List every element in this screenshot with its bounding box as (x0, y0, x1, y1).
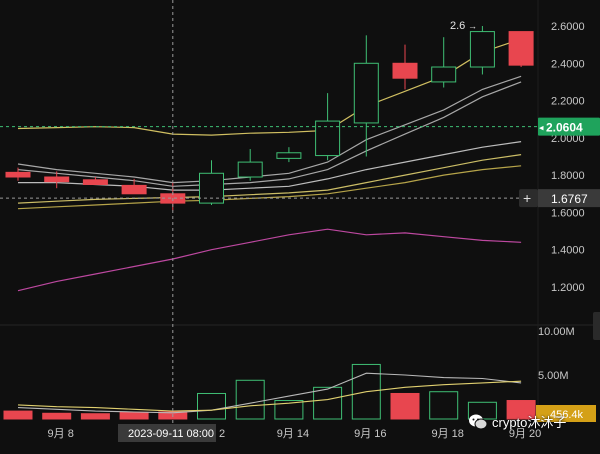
cursor-time-badge (118, 424, 216, 442)
price-tick-label: 2.4000 (551, 58, 585, 70)
volume-bar (390, 392, 420, 420)
volume-bar (506, 400, 536, 420)
current-volume-label: 456.4k (550, 409, 584, 421)
price-tick-label: 1.2000 (551, 282, 585, 294)
candle-body (82, 179, 108, 185)
volume-bar (119, 411, 149, 420)
panel-collapse-handle[interactable] (593, 312, 600, 340)
current-price-arrow-icon: ◂ (539, 123, 544, 133)
add-price-alert-button[interactable] (519, 189, 538, 208)
time-tick-label: 9月 18 (431, 428, 463, 440)
price-tick-label: 1.6000 (551, 207, 585, 219)
candle-body (5, 171, 31, 178)
volume-tick-label: 5.00M (538, 370, 569, 382)
candle-body (237, 161, 263, 178)
moving-average-line-1 (17, 38, 522, 136)
time-tick-label: 9月 8 (48, 428, 74, 440)
cursor-price-label: 1.6767 (551, 192, 588, 206)
price-tick-label: 2.0000 (551, 133, 585, 145)
current-volume-badge (536, 405, 596, 422)
cursor-price-badge (538, 189, 600, 208)
candle-body (508, 31, 534, 66)
price-tick-label: 1.8000 (551, 170, 585, 182)
candle-body (121, 184, 147, 195)
current-price-label: 2.0604 (546, 121, 583, 135)
candle-body (353, 62, 379, 124)
plus-icon: + (523, 190, 531, 206)
moving-average-line-5 (17, 154, 522, 204)
price-tick-label: 1.4000 (551, 245, 585, 257)
volume-bar (429, 391, 459, 420)
high-marker-arrow-icon: → (468, 21, 477, 31)
candle-body (276, 152, 302, 159)
time-tick-label: 2 (219, 428, 225, 440)
candle-body (431, 66, 457, 83)
time-tick-label: 9月 20 (509, 428, 541, 440)
time-tick-label: 9月 16 (354, 428, 386, 440)
volume-bar (313, 386, 343, 420)
moving-average-line-3 (17, 81, 522, 187)
watermark: crypto沐沐子 (468, 412, 566, 431)
volume-bar (197, 392, 226, 420)
volume-ma-line-1 (17, 372, 522, 414)
time-tick-label: 9月 14 (277, 428, 309, 440)
moving-average-line-7 (17, 228, 522, 292)
price-tick-label: 2.2000 (551, 96, 585, 108)
candle-body (44, 176, 70, 183)
volume-bar (42, 412, 72, 420)
volume-bar (235, 379, 265, 420)
volume-ma-line-2 (17, 380, 522, 412)
candle-body (469, 31, 495, 68)
price-tick-label: 2.6000 (551, 21, 585, 33)
high-marker-label: 2.6 (450, 20, 465, 32)
moving-average-line-6 (17, 165, 522, 210)
volume-tick-label: 10.00M (538, 326, 575, 338)
candle-body (199, 172, 224, 204)
watermark-text: crypto沐沐子 (492, 415, 567, 430)
volume-bar (274, 400, 304, 420)
moving-average-line-2 (17, 75, 522, 184)
candle-body (392, 62, 418, 79)
wechat-icon (469, 414, 488, 429)
current-price-badge (538, 117, 600, 136)
cursor-time-label: 2023-09-11 08:00 (128, 428, 214, 440)
volume-bar (80, 413, 110, 420)
volume-bar (3, 410, 33, 420)
